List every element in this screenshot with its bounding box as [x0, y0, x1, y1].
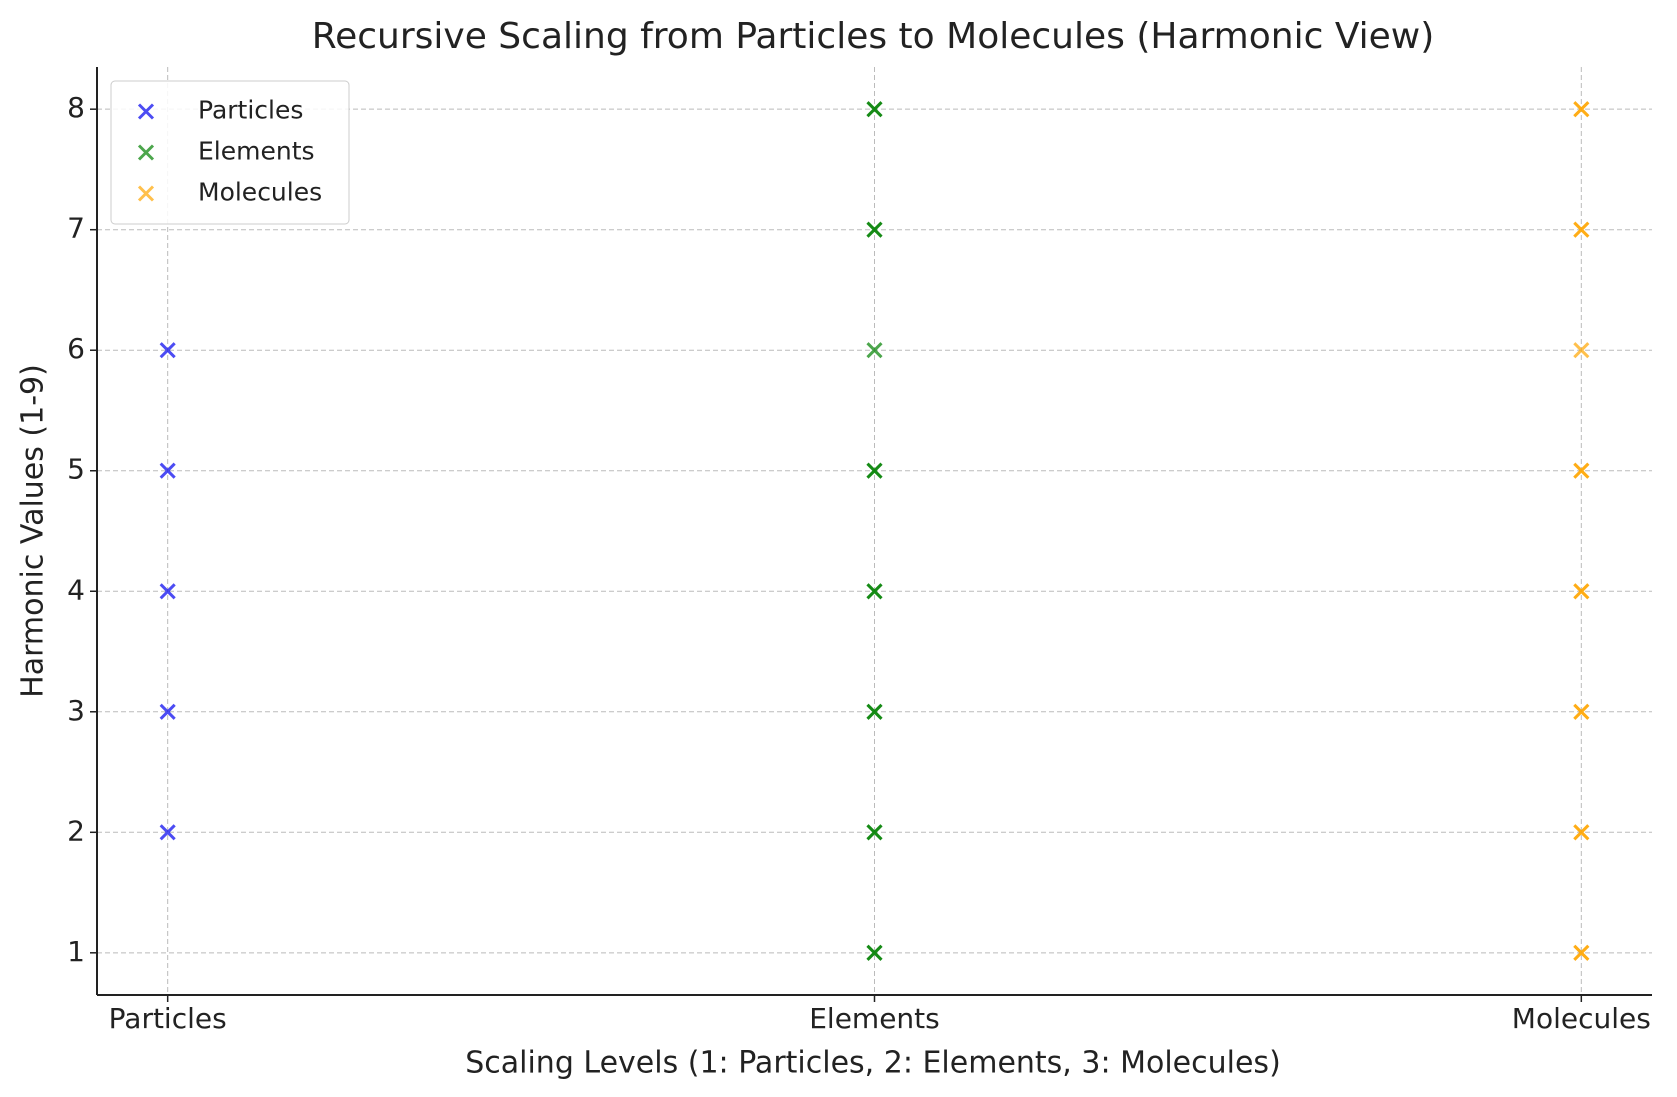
y-tick-label: 7	[67, 212, 85, 245]
legend-box	[110, 80, 350, 225]
point	[1573, 944, 1590, 961]
point	[1573, 101, 1590, 118]
y-tick-label: 3	[67, 694, 85, 727]
point	[866, 703, 883, 720]
legend-label: Elements	[198, 137, 315, 166]
y-tick-label: 1	[67, 935, 85, 968]
y-tick-label: 2	[67, 814, 85, 847]
point	[159, 703, 176, 720]
point	[866, 824, 883, 841]
y-axis-label: Harmonic Values (1-9)	[16, 364, 51, 698]
legend-label: Molecules	[198, 178, 322, 207]
y-tick-label: 4	[67, 573, 85, 606]
point	[866, 462, 883, 479]
point	[159, 824, 176, 841]
point	[159, 342, 176, 359]
x-tick-label: Elements	[809, 1002, 940, 1035]
point	[1573, 583, 1590, 600]
legend-label: Particles	[198, 96, 303, 125]
point	[866, 101, 883, 118]
y-tick-label: 6	[67, 332, 85, 365]
x-tick-label: Molecules	[1512, 1002, 1651, 1035]
point	[1573, 703, 1590, 720]
point	[1573, 462, 1590, 479]
x-tick-label: Particles	[109, 1002, 227, 1035]
chart-title: Recursive Scaling from Particles to Mole…	[312, 16, 1435, 57]
point	[159, 583, 176, 600]
point	[866, 342, 883, 359]
legend-marker	[137, 103, 155, 120]
point	[1573, 221, 1590, 238]
point	[1573, 824, 1590, 841]
legend-marker	[137, 185, 155, 202]
point	[866, 583, 883, 600]
legend-marker	[137, 144, 155, 161]
point	[159, 462, 176, 479]
y-tick-label: 5	[67, 453, 85, 486]
y-tick-label: 8	[67, 91, 85, 124]
point	[1573, 342, 1590, 359]
point	[866, 944, 883, 961]
x-axis-label: Scaling Levels (1: Particles, 2: Element…	[465, 1046, 1281, 1081]
point	[866, 221, 883, 238]
